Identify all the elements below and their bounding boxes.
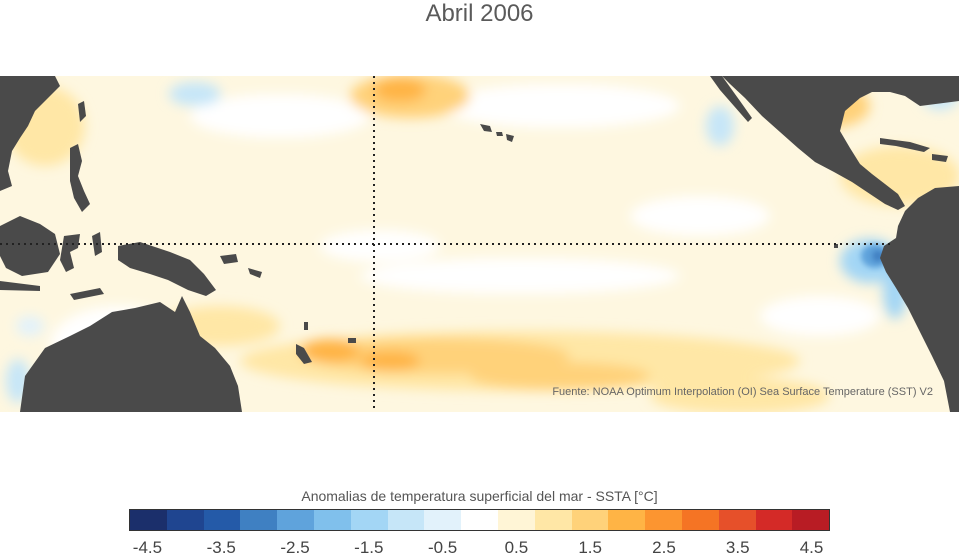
warm-patch — [300, 339, 360, 363]
colorbar-swatch — [203, 510, 241, 530]
colorbar-swatch — [387, 510, 425, 530]
colorbar-swatch — [534, 510, 572, 530]
colorbar-swatch — [277, 510, 314, 530]
neutral-patch — [360, 258, 680, 294]
land-asia — [0, 76, 60, 191]
data-source-note: Fuente: NOAA Optimum Interpolation (OI) … — [552, 386, 933, 398]
land-hawaii — [480, 124, 514, 142]
colorbar-swatch — [608, 510, 646, 530]
colorbar-tick-label: 4.5 — [799, 538, 824, 557]
land-sulawesi — [60, 234, 80, 272]
colorbar-ticks: -4.5 -3.5 -2.5 -1.5 -0.5 0.5 1.5 2.5 3.5 4.5 — [0, 538, 959, 558]
land-vanuatu — [304, 322, 308, 330]
colorbar — [129, 509, 830, 531]
land-borneo — [0, 216, 60, 276]
land-new-caledonia — [296, 344, 312, 364]
colorbar-swatch — [755, 510, 793, 530]
reference-lines — [0, 76, 890, 412]
land — [0, 76, 959, 412]
colorbar-swatch — [350, 510, 388, 530]
land-taiwan — [78, 101, 86, 122]
ssta-map — [0, 76, 959, 412]
map-title: Abril 2006 — [425, 0, 534, 27]
neutral-patch — [630, 196, 770, 236]
warm-patch — [650, 378, 830, 412]
colorbar-tick-label: -4.5 — [132, 538, 163, 557]
land-fiji — [348, 338, 356, 343]
warm-patch — [360, 351, 420, 371]
land-hispaniola — [932, 154, 948, 162]
colorbar-swatch — [792, 510, 830, 530]
colorbar-tick-label: 1.5 — [578, 538, 602, 557]
land-new-britain — [220, 254, 238, 264]
cool-patch — [16, 316, 44, 336]
colorbar-swatch — [313, 510, 351, 530]
colorbar-swatch — [497, 510, 535, 530]
land-north-america — [722, 76, 959, 210]
colorbar-tick-label: -1.5 — [354, 538, 384, 557]
colorbar-label: Anomalias de temperatura superficial del… — [301, 488, 658, 504]
warm-patch — [374, 78, 426, 102]
land-cuba — [880, 138, 930, 152]
neutral-patch — [760, 296, 880, 336]
colorbar-swatch — [645, 510, 682, 530]
land-south-america — [880, 186, 959, 412]
colorbar-swatch — [571, 510, 609, 530]
land-solomons — [248, 268, 262, 278]
land-new-guinea — [118, 242, 216, 296]
colorbar-tick-label: 2.5 — [652, 538, 676, 557]
land-philippines — [70, 144, 90, 212]
land-java — [0, 281, 40, 291]
colorbar-swatch — [424, 510, 462, 530]
land-galapagos — [834, 244, 838, 248]
colorbar-tick-label: -3.5 — [206, 538, 236, 557]
colorbar-swatch — [718, 510, 756, 530]
land-australia — [20, 296, 242, 412]
colorbar-tick-label: -2.5 — [280, 538, 310, 557]
neutral-patch — [440, 84, 680, 128]
colorbar-swatch — [461, 510, 498, 530]
cool-patch — [169, 82, 221, 106]
land-timor — [70, 288, 104, 300]
cool-patch — [706, 106, 734, 146]
colorbar-tick-label: -0.5 — [427, 538, 458, 557]
neutral-patch — [190, 94, 370, 138]
neutral-patch — [320, 230, 440, 262]
colorbar-tick-label: 3.5 — [725, 538, 750, 557]
land-baja — [710, 76, 752, 122]
warm-patch — [470, 362, 650, 390]
colorbar-swatch — [130, 510, 167, 530]
colorbar-swatch — [240, 510, 278, 530]
colorbar-tick-label: 0.5 — [504, 538, 529, 557]
colorbar-swatch — [681, 510, 719, 530]
colorbar-swatch — [166, 510, 204, 530]
